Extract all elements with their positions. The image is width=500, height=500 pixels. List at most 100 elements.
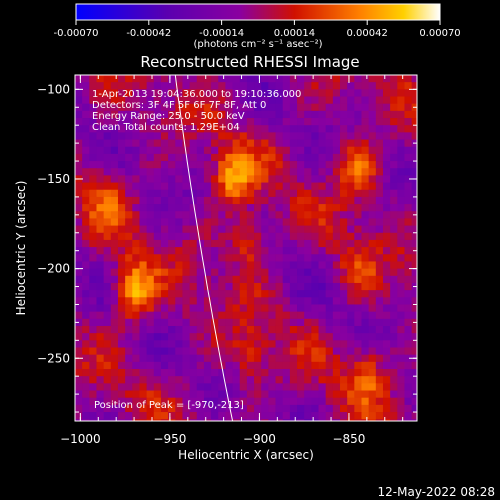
heatmap-cell: [297, 247, 305, 255]
heatmap-cell: [354, 168, 362, 176]
heatmap-cell: [404, 168, 413, 176]
heatmap-cell: [275, 261, 284, 270]
heatmap-cell: [96, 118, 105, 126]
heatmap-cell: [332, 168, 341, 176]
x-axis-label: Heliocentric X (arcsec): [178, 448, 314, 462]
heatmap-cell: [189, 397, 198, 406]
heatmap-cell: [282, 75, 291, 83]
heatmap-cell: [297, 390, 305, 399]
heatmap-cell: [146, 347, 155, 356]
heatmap-cell: [318, 376, 327, 384]
heatmap-cell: [347, 419, 355, 421]
heatmap-cell: [232, 340, 241, 348]
heatmap-cell: [168, 103, 176, 112]
heatmap-cell: [232, 268, 241, 277]
heatmap-cell: [404, 161, 413, 169]
heatmap-cell: [125, 318, 133, 327]
heatmap-cell: [189, 75, 198, 83]
heatmap-cell: [132, 182, 140, 191]
heatmap-cell: [311, 254, 319, 262]
heatmap-cell: [146, 168, 155, 176]
heatmap-cell: [390, 261, 398, 270]
heatmap-cell: [239, 311, 248, 320]
heatmap-cell: [218, 132, 226, 140]
heatmap-cell: [211, 412, 219, 420]
heatmap-cell: [196, 369, 205, 377]
heatmap-cell: [103, 347, 112, 356]
heatmap-cell: [325, 318, 334, 327]
heatmap-cell: [232, 239, 241, 248]
heatmap-cell: [82, 161, 90, 169]
heatmap-cell: [375, 82, 384, 90]
heatmap-cell: [382, 153, 391, 162]
heatmap-cell: [254, 290, 262, 298]
heatmap-cell: [218, 318, 226, 327]
heatmap-cell: [239, 225, 248, 234]
heatmap-cell: [232, 318, 241, 327]
heatmap-cell: [132, 139, 140, 148]
heatmap-cell: [282, 397, 291, 406]
heatmap-cell: [382, 182, 391, 191]
heatmap-cell: [347, 139, 355, 148]
heatmap-cell: [282, 96, 291, 105]
heatmap-cell: [146, 146, 155, 155]
heatmap-cell: [110, 175, 119, 183]
heatmap-cell: [246, 153, 255, 162]
heatmap-cell: [203, 168, 212, 176]
heatmap-cell: [275, 168, 284, 176]
heatmap-cell: [110, 75, 119, 83]
heatmap-cell: [110, 268, 119, 277]
heatmap-cell: [239, 290, 248, 298]
heatmap-cell: [196, 146, 205, 155]
heatmap-cell: [211, 232, 219, 241]
heatmap-cell: [125, 168, 133, 176]
heatmap-cell: [318, 196, 327, 205]
heatmap-cell: [311, 397, 319, 406]
heatmap-cell: [125, 125, 133, 133]
heatmap-cell: [325, 175, 334, 183]
heatmap-cell: [289, 110, 298, 119]
heatmap-cell: [268, 211, 276, 219]
heatmap-cell: [411, 125, 417, 133]
heatmap-cell: [96, 290, 105, 298]
heatmap-cell: [282, 239, 291, 248]
heatmap-cell: [211, 182, 219, 191]
heatmap-cell: [368, 390, 377, 399]
heatmap-cell: [89, 325, 97, 334]
heatmap-cell: [117, 397, 126, 406]
heatmap-cell: [211, 347, 219, 356]
heatmap-cell: [254, 282, 262, 291]
heatmap-cell: [103, 404, 112, 413]
heatmap-cell: [153, 383, 162, 391]
heatmap-cell: [275, 333, 284, 341]
heatmap-cell: [103, 275, 112, 284]
heatmap-cell: [139, 369, 148, 377]
heatmap-cell: [289, 196, 298, 205]
heatmap-cell: [397, 304, 405, 313]
heatmap-cell: [182, 397, 190, 406]
heatmap-cell: [117, 333, 126, 341]
heatmap-cell: [382, 404, 391, 413]
heatmap-cell: [117, 347, 126, 356]
heatmap-cell: [311, 390, 319, 399]
heatmap-cell: [282, 347, 291, 356]
heatmap-cell: [189, 354, 198, 363]
heatmap-cell: [218, 397, 226, 406]
heatmap-cell: [354, 204, 362, 212]
heatmap-cell: [254, 146, 262, 155]
heatmap-cell: [261, 196, 269, 205]
heatmap-cell: [160, 412, 169, 420]
heatmap-cell: [375, 204, 384, 212]
heatmap-cell: [146, 369, 155, 377]
heatmap-cell: [297, 325, 305, 334]
heatmap-cell: [404, 311, 413, 320]
heatmap-cell: [175, 232, 183, 241]
heatmap-cell: [160, 96, 169, 105]
heatmap-cell: [311, 82, 319, 90]
heatmap-cell: [354, 369, 362, 377]
heatmap-cell: [196, 168, 205, 176]
heatmap-cell: [239, 118, 248, 126]
heatmap-cell: [211, 75, 219, 83]
heatmap-cell: [89, 383, 97, 391]
heatmap-cell: [103, 82, 112, 90]
